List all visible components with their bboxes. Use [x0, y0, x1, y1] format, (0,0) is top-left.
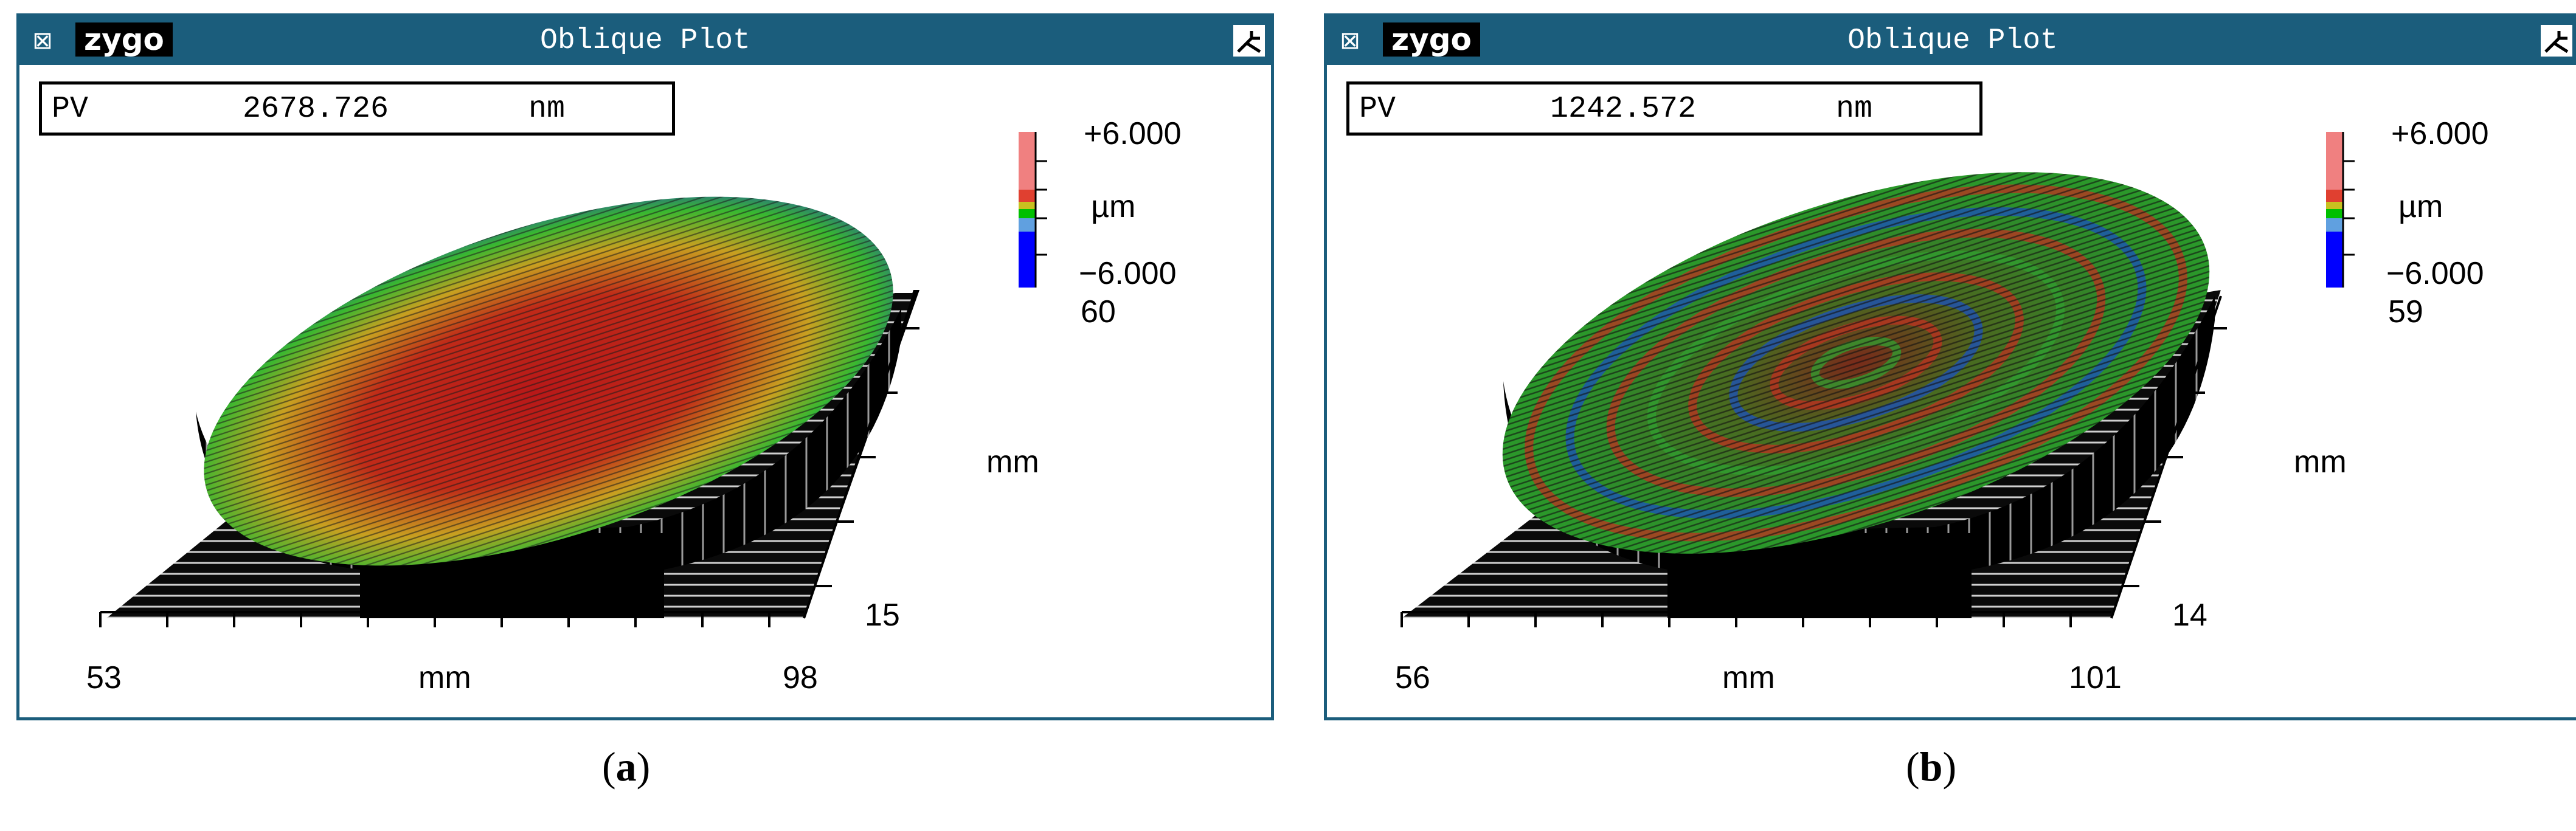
y-axis-bottom-label: 15 [865, 598, 900, 633]
title-bar: ⊠ zygo Oblique Plot [1327, 16, 2576, 65]
x-axis-left-label: 53 [86, 660, 122, 695]
colorbar-unit-label: µm [2398, 189, 2443, 224]
y-axis-label: mm [986, 444, 1039, 480]
zygo-logo: zygo [1383, 22, 1480, 57]
y-axis-label: mm [2294, 444, 2347, 480]
x-axis-right-label: 98 [783, 660, 818, 695]
colorbar [1019, 132, 1047, 288]
pv-value: 1242.572 [1550, 92, 1697, 126]
pv-unit: nm [528, 92, 566, 126]
y-axis-ticks [815, 327, 919, 587]
x-axis-label: mm [418, 660, 471, 695]
zygo-logo: zygo [75, 22, 173, 57]
window-title: Oblique Plot [1847, 24, 2058, 57]
y-axis-bottom-label: 14 [2172, 598, 2207, 633]
resize-icon[interactable] [1233, 25, 1265, 57]
y-axis-ticks [2122, 327, 2227, 587]
pv-readout: PV 1242.572 nm [1346, 81, 1982, 136]
colorbar [2326, 132, 2355, 288]
caption-a: (a) [602, 743, 651, 790]
surface-wall [1503, 296, 2215, 570]
y-axis-top-label: 60 [1081, 294, 1116, 329]
oblique-surface-plot: +6.000 µm −6.000 59 mm 14 56 mm 101 [1395, 116, 2489, 695]
oblique-surface-plot: +6.000 µm −6.000 60 mm 15 53 mm 98 [86, 116, 1182, 695]
resize-icon[interactable] [2541, 25, 2572, 57]
colorbar-max-label: +6.000 [1084, 116, 1182, 151]
caption-b: (b) [1906, 743, 1957, 790]
x-axis-ticks [99, 612, 770, 627]
oblique-plot-window-a: ⊠ zygo Oblique Plot PV 2678.726 nm [16, 13, 1274, 720]
surface-wall [196, 308, 901, 570]
x-axis-ticks [1401, 612, 2072, 627]
pv-value: 2678.726 [243, 92, 389, 126]
x-axis-label: mm [1722, 660, 1775, 695]
caption-letter: b [1919, 743, 1943, 790]
y-axis-top-label: 59 [2388, 294, 2423, 329]
colorbar-unit-label: µm [1091, 189, 1135, 224]
window-title: Oblique Plot [540, 24, 750, 57]
colorbar-max-label: +6.000 [2391, 116, 2489, 151]
pv-label: PV [52, 92, 89, 126]
close-icon[interactable]: ⊠ [1337, 27, 1363, 54]
pv-readout: PV 2678.726 nm [39, 81, 675, 136]
oblique-plot-window-b: ⊠ zygo Oblique Plot PV 1242.572 nm [1324, 13, 2576, 720]
surface-texture [204, 196, 893, 566]
surface-texture [1502, 172, 2210, 554]
pv-unit: nm [1836, 92, 1873, 126]
colorbar-min-label: −6.000 [2386, 256, 2484, 291]
x-axis-left-label: 56 [1395, 660, 1430, 695]
x-axis-right-label: 101 [2069, 660, 2122, 695]
close-icon[interactable]: ⊠ [29, 27, 56, 54]
caption-letter: a [615, 743, 637, 790]
pv-label: PV [1359, 92, 1396, 126]
title-bar: ⊠ zygo Oblique Plot [19, 16, 1271, 65]
colorbar-min-label: −6.000 [1079, 256, 1177, 291]
